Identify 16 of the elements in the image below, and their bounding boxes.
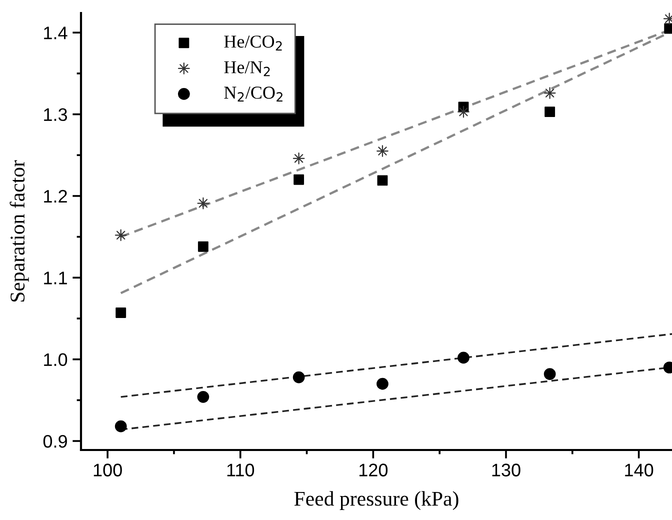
legend-label: He/N$_{2}$ <box>224 61 270 76</box>
y-tick-label: 1.3 <box>44 108 68 122</box>
y-tick-label: 1.2 <box>44 190 67 203</box>
x-tick-label: 110 <box>227 464 254 476</box>
y-axis-title: Separation factor <box>10 160 29 302</box>
y-tick-label: 0.9 <box>43 434 67 448</box>
x-tick-label: 100 <box>94 464 122 476</box>
x-tick-label: 120 <box>359 464 388 476</box>
legend-label: He/CO$_{2}$ <box>224 36 282 51</box>
legend-label: N$_{2}$/CO$_{2}$ <box>224 86 282 102</box>
y-tick-label: 1.1 <box>44 272 67 284</box>
y-tick-label: 1.4 <box>44 26 68 40</box>
x-tick-label: 130 <box>492 464 520 476</box>
x-axis-title: Feed pressure (kPa) <box>294 491 458 510</box>
y-tick-label: 1.0 <box>44 353 68 366</box>
x-tick-label: 140 <box>625 464 654 476</box>
